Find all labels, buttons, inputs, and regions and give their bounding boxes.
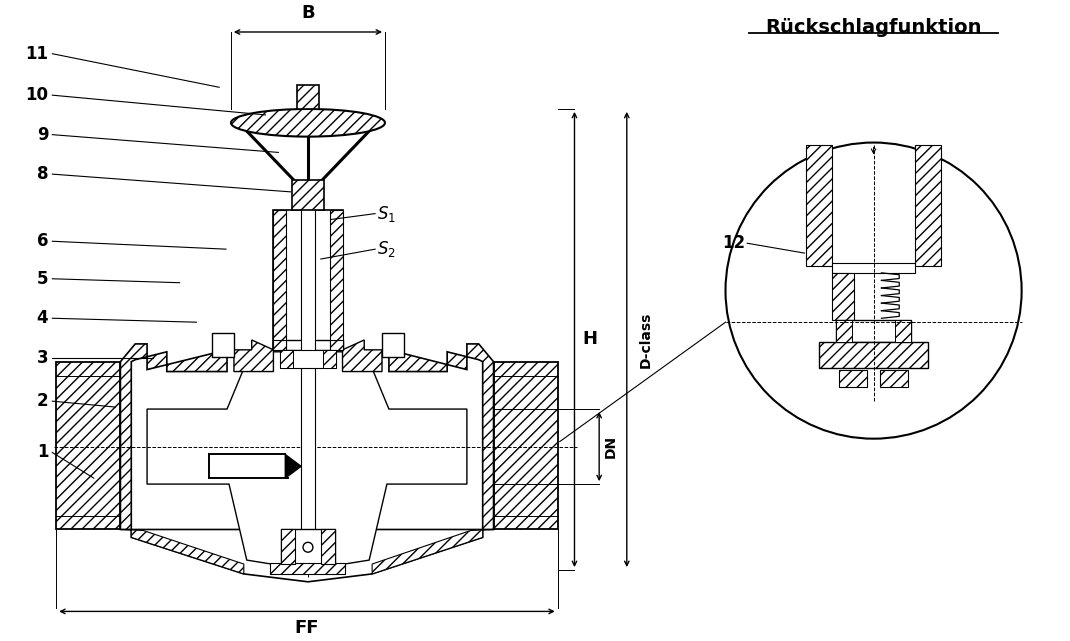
Polygon shape bbox=[493, 362, 557, 529]
Bar bbox=[271, 563, 346, 574]
Text: 1: 1 bbox=[36, 444, 48, 462]
Polygon shape bbox=[286, 454, 301, 478]
Text: H: H bbox=[582, 331, 597, 349]
Bar bbox=[820, 342, 928, 367]
Text: D-class: D-class bbox=[639, 312, 653, 368]
Bar bbox=[323, 350, 336, 367]
Text: 8: 8 bbox=[36, 165, 48, 183]
Text: 11: 11 bbox=[26, 45, 48, 63]
Polygon shape bbox=[388, 344, 493, 529]
Text: 6: 6 bbox=[36, 232, 48, 250]
Text: $S_2$: $S_2$ bbox=[377, 239, 396, 259]
Bar bbox=[274, 210, 287, 350]
Polygon shape bbox=[121, 529, 244, 574]
Polygon shape bbox=[132, 529, 483, 582]
Text: 10: 10 bbox=[26, 86, 48, 104]
Polygon shape bbox=[807, 144, 832, 266]
Bar bbox=[330, 340, 342, 350]
Bar bbox=[280, 350, 293, 367]
Text: 9: 9 bbox=[36, 126, 48, 144]
Polygon shape bbox=[234, 340, 274, 372]
Polygon shape bbox=[57, 362, 121, 529]
Bar bbox=[281, 529, 335, 564]
Bar bbox=[832, 263, 915, 273]
Text: Rückschlagfunktion: Rückschlagfunktion bbox=[765, 18, 982, 37]
Bar bbox=[896, 320, 911, 342]
Polygon shape bbox=[147, 352, 467, 570]
Bar bbox=[321, 529, 335, 564]
Bar bbox=[836, 320, 852, 342]
Bar bbox=[382, 333, 403, 357]
Ellipse shape bbox=[231, 109, 385, 137]
Polygon shape bbox=[121, 344, 227, 529]
Bar bbox=[301, 195, 315, 564]
Bar bbox=[274, 340, 287, 350]
Bar bbox=[274, 210, 342, 350]
Polygon shape bbox=[342, 340, 382, 372]
Text: DN: DN bbox=[605, 435, 618, 458]
Circle shape bbox=[303, 542, 312, 552]
Polygon shape bbox=[832, 273, 854, 320]
Bar bbox=[212, 333, 234, 357]
Text: 5: 5 bbox=[36, 270, 48, 288]
Bar bbox=[280, 350, 336, 367]
Bar bbox=[881, 370, 908, 387]
Circle shape bbox=[725, 142, 1022, 438]
Text: 3: 3 bbox=[36, 349, 48, 367]
Polygon shape bbox=[372, 529, 493, 574]
Text: FF: FF bbox=[294, 619, 319, 637]
Bar bbox=[292, 180, 324, 210]
Bar bbox=[836, 320, 911, 342]
Text: B: B bbox=[301, 4, 315, 22]
Text: 2: 2 bbox=[36, 392, 48, 410]
Bar bbox=[330, 210, 342, 350]
Text: 4: 4 bbox=[36, 309, 48, 328]
Text: 12: 12 bbox=[722, 234, 745, 252]
Bar bbox=[839, 370, 867, 387]
Bar bbox=[274, 340, 342, 350]
Text: $S_1$: $S_1$ bbox=[377, 204, 396, 224]
Bar bbox=[297, 85, 319, 109]
Bar bbox=[281, 529, 295, 564]
Polygon shape bbox=[915, 144, 941, 266]
